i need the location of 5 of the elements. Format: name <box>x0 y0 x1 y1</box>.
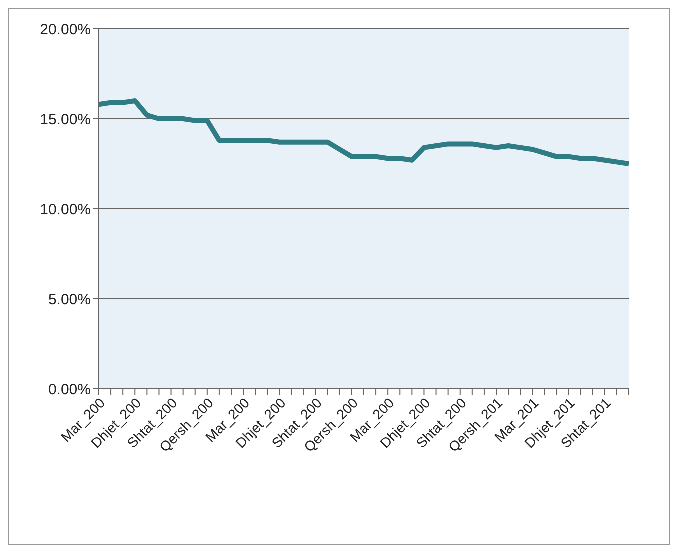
y-tick-label: 5.00% <box>48 291 91 308</box>
y-tick-label: 10.00% <box>40 201 91 218</box>
y-tick-label: 20.00% <box>40 21 91 38</box>
y-tick-label: 0.00% <box>48 381 91 398</box>
y-tick-label: 15.00% <box>40 111 91 128</box>
